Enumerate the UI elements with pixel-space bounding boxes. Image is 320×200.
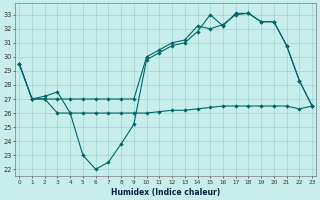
X-axis label: Humidex (Indice chaleur): Humidex (Indice chaleur) (111, 188, 220, 197)
